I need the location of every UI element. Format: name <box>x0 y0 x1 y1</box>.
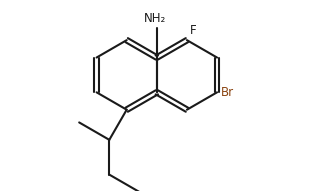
Text: Br: Br <box>220 86 233 99</box>
Text: F: F <box>190 24 196 37</box>
Text: NH₂: NH₂ <box>144 12 166 25</box>
